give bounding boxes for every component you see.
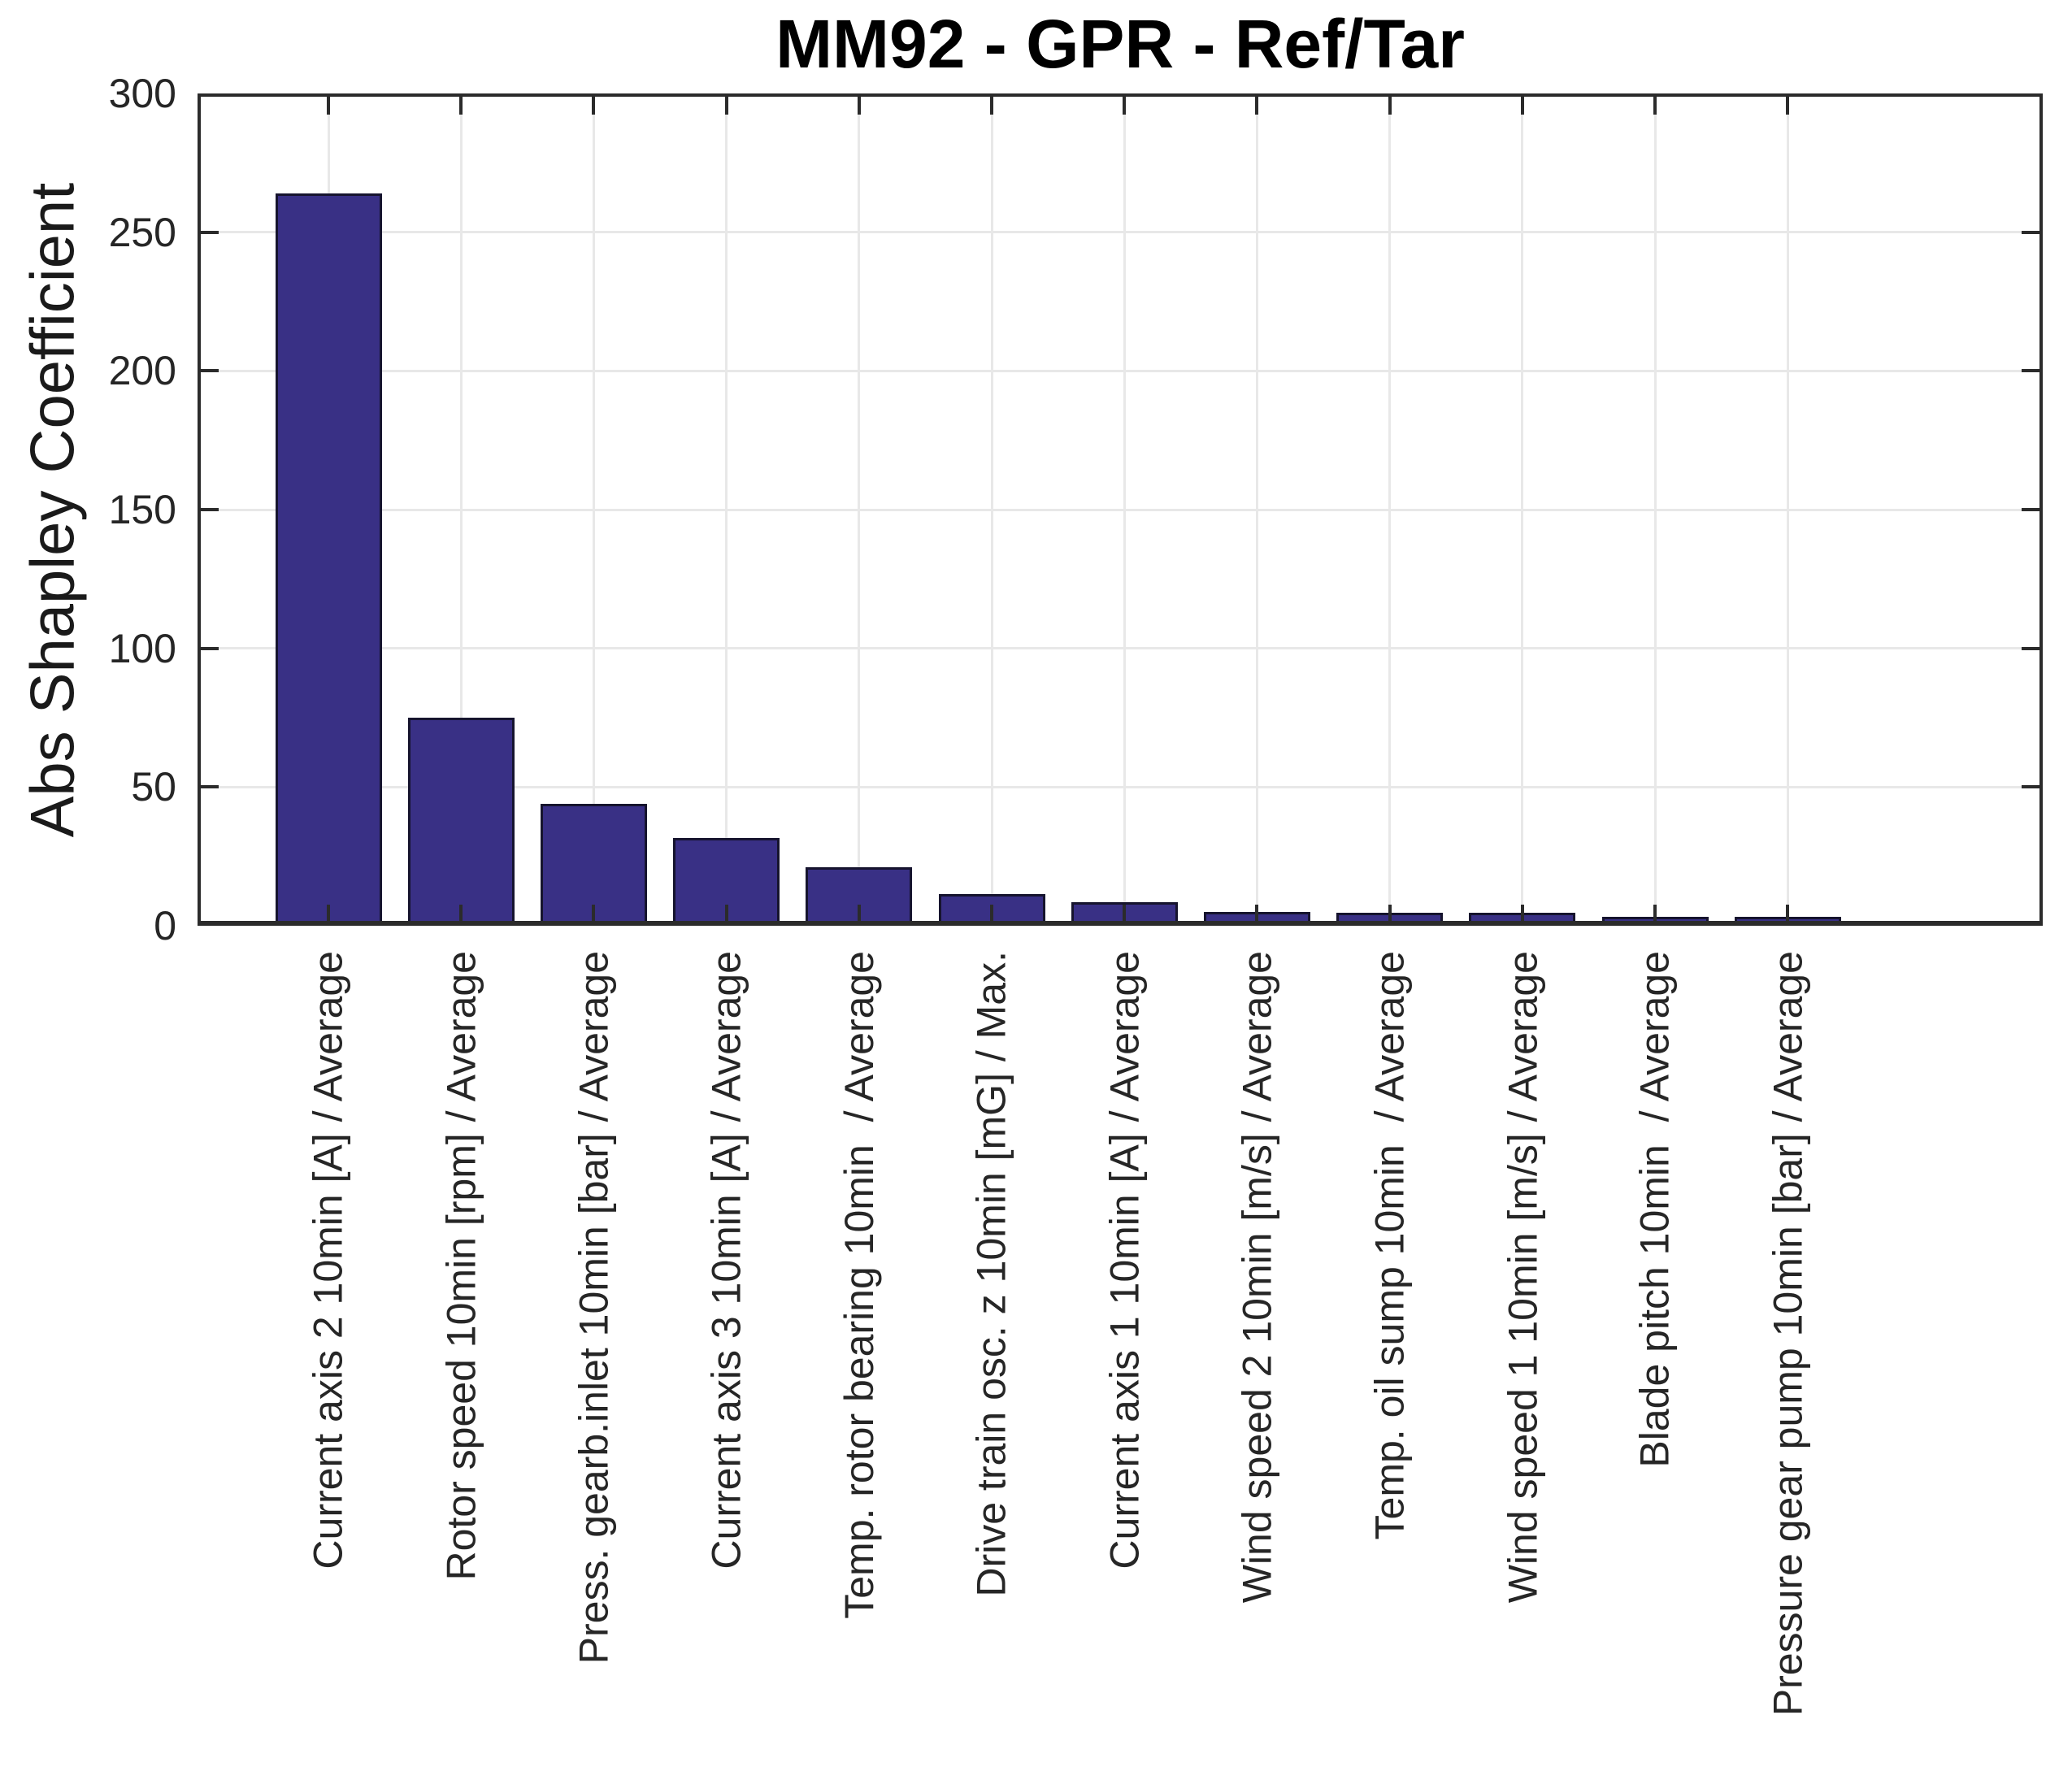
y-tick: [198, 785, 219, 789]
x-tick-top: [1123, 93, 1127, 115]
x-category-label-text: Temp. rotor bearing 10min / Average: [836, 951, 882, 1619]
h-gridline: [198, 369, 2043, 372]
x-tick: [1123, 905, 1127, 926]
y-tick: [198, 369, 219, 373]
x-tick: [1388, 905, 1392, 926]
x-category-label-text: Pressure gear pump 10min [bar] / Average: [1765, 951, 1811, 1717]
h-gridline: [198, 647, 2043, 650]
h-gridline: [198, 508, 2043, 511]
y-tick: [198, 646, 219, 650]
y-tick-right: [2022, 230, 2043, 234]
plot-area: 0 50 100 150 200 250 300 Current axis 2 10min […: [109, 71, 2043, 1716]
x-tick-top: [1520, 93, 1524, 115]
x-tick-top: [1653, 93, 1657, 115]
y-tick-label: 0: [154, 903, 176, 949]
x-tick-top: [1786, 93, 1790, 115]
x-category-label-text: Drive train osc. z 10min [mG] / Max.: [969, 951, 1014, 1597]
v-gridline: [1521, 93, 1524, 926]
x-tick: [1520, 905, 1524, 926]
x-tick-top: [327, 93, 330, 115]
x-tick: [857, 905, 861, 926]
x-tick-top: [990, 93, 993, 115]
x-tick: [327, 905, 330, 926]
x-tick-top: [1255, 93, 1259, 115]
x-tick: [592, 905, 596, 926]
v-gridline: [459, 93, 463, 926]
y-tick-label: 300: [108, 71, 176, 116]
y-tick-label: 250: [108, 209, 176, 255]
x-tick: [1255, 905, 1259, 926]
x-tick-top: [1388, 93, 1392, 115]
x-tick: [724, 905, 728, 926]
y-tick-label: 150: [108, 487, 176, 532]
v-gridline: [1653, 93, 1657, 926]
h-gridline: [198, 785, 2043, 788]
v-gridline: [1123, 93, 1126, 926]
y-tick-right: [2022, 369, 2043, 373]
v-gridline: [1786, 93, 1789, 926]
y-tick-right: [2022, 508, 2043, 511]
bar: [407, 718, 515, 926]
v-gridline: [858, 93, 861, 926]
x-category-label-text: Temp. oil sump 10min / Average: [1366, 951, 1413, 1540]
x-category-label-text: Current axis 2 10min [A] / Average: [306, 951, 351, 1569]
x-category-label-text: Rotor speed 10min [rpm] / Average: [438, 951, 484, 1581]
x-tick: [1786, 905, 1790, 926]
bar: [540, 803, 647, 926]
x-category-label-text: Wind speed 2 10min [m/s] / Average: [1234, 951, 1280, 1604]
y-tick-right: [2022, 646, 2043, 650]
x-category-label-text: Press. gearb.inlet 10min [bar] / Average: [571, 951, 617, 1665]
v-gridline: [990, 93, 993, 926]
v-gridline: [725, 93, 728, 926]
y-tick: [198, 508, 219, 511]
x-tick: [1653, 905, 1657, 926]
x-tick-top: [857, 93, 861, 115]
axis-top: [198, 93, 2043, 97]
y-tick-label: 50: [131, 764, 176, 810]
bar: [275, 193, 382, 926]
v-gridline: [1255, 93, 1258, 926]
y-tick-label: 200: [108, 348, 176, 394]
v-gridline: [592, 93, 595, 926]
x-tick: [459, 905, 463, 926]
x-category-label-text: Current axis 1 10min [A] / Average: [1101, 951, 1148, 1569]
y-tick-label: 100: [108, 625, 176, 671]
x-tick: [990, 905, 993, 926]
axis-bottom: [198, 921, 2043, 926]
x-tick-top: [459, 93, 463, 115]
h-gridline: [198, 231, 2043, 234]
x-category-label-text: Blade pitch 10min / Average: [1632, 951, 1678, 1468]
y-tick: [198, 230, 219, 234]
x-tick-top: [592, 93, 596, 115]
v-gridline: [1388, 93, 1392, 926]
x-category-label-text: Current axis 3 10min [A] / Average: [703, 951, 749, 1569]
x-tick-top: [724, 93, 728, 115]
y-tick-right: [2022, 785, 2043, 789]
x-category-label-text: Wind speed 1 10min [m/s] / Average: [1499, 951, 1545, 1604]
chart-title: MM92 - GPR - Ref/Tar: [775, 6, 1465, 82]
